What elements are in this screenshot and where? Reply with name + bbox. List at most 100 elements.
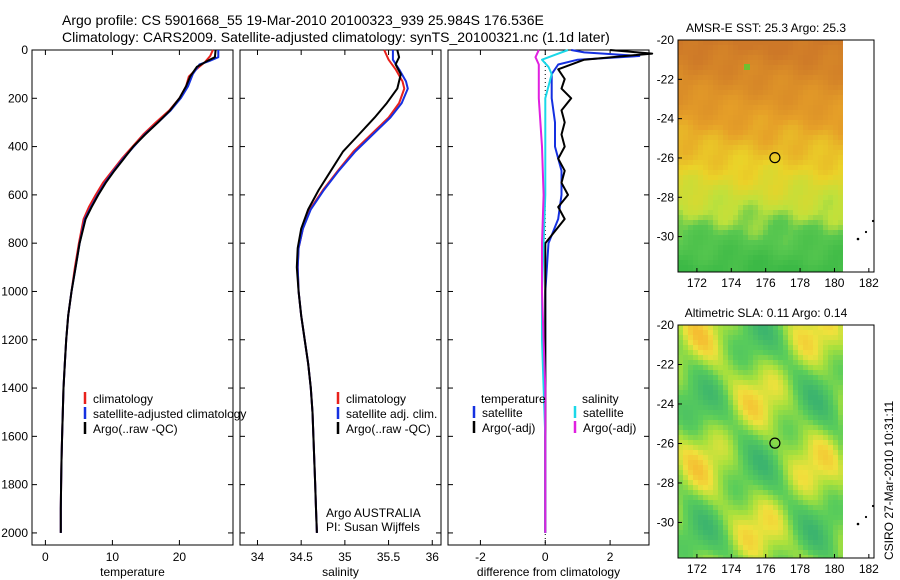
sla-cell: [738, 410, 743, 415]
sla-cell: [763, 500, 768, 505]
sst-cell: [818, 160, 823, 165]
sla-cell: [733, 495, 738, 500]
sst-cell: [808, 130, 813, 135]
sla-cell: [733, 395, 738, 400]
sla-cell: [818, 540, 823, 545]
sla-cell: [823, 550, 828, 555]
sla-cell: [828, 410, 833, 415]
sla-cell: [783, 525, 788, 530]
sla-cell: [753, 545, 758, 550]
sst-cell: [708, 70, 713, 75]
sst-cell: [703, 230, 708, 235]
sla-cell: [738, 430, 743, 435]
sst-cell: [778, 90, 783, 95]
sst-cell: [763, 160, 768, 165]
sla-cell: [728, 415, 733, 420]
sla-cell: [768, 365, 773, 370]
sst-cell: [713, 235, 718, 240]
sst-cell: [693, 110, 698, 115]
sst-cell: [813, 105, 818, 110]
sst-cell: [818, 110, 823, 115]
sst-cell: [758, 255, 763, 260]
sla-cell: [753, 350, 758, 355]
sst-cell: [808, 115, 813, 120]
sla-cell: [758, 340, 763, 345]
sst-cell: [753, 115, 758, 120]
sst-cell: [703, 55, 708, 60]
sla-cell: [818, 470, 823, 475]
sla-cell: [798, 470, 803, 475]
sla-cell: [818, 340, 823, 345]
sla-cell: [748, 535, 753, 540]
sla-cell: [738, 455, 743, 460]
sst-cell: [738, 135, 743, 140]
sla-cell: [833, 425, 838, 430]
salinity-legend-label: climatology: [346, 392, 406, 406]
sla-cell: [713, 335, 718, 340]
sst-cell: [723, 170, 728, 175]
sla-cell: [768, 350, 773, 355]
sla-cell: [813, 490, 818, 495]
sst-cell: [798, 120, 803, 125]
sst-cell: [828, 80, 833, 85]
sla-cell: [788, 415, 793, 420]
sst-cell: [723, 240, 728, 245]
sst-cell: [798, 175, 803, 180]
sst-cell: [783, 45, 788, 50]
sla-cell: [733, 555, 738, 558]
sla-cell: [743, 325, 748, 330]
sst-cell: [743, 155, 748, 160]
sst-cell: [788, 85, 793, 90]
sla-cell: [788, 425, 793, 430]
sst-cell: [838, 160, 843, 165]
sla-cell: [693, 345, 698, 350]
sst-cell: [688, 60, 693, 65]
sst-cell: [758, 150, 763, 155]
sst-cell: [688, 75, 693, 80]
sla-cell: [778, 405, 783, 410]
sst-cell: [723, 250, 728, 255]
sst-cell: [783, 135, 788, 140]
sst-cell: [768, 240, 773, 245]
sla-cell: [733, 450, 738, 455]
sla-cell: [693, 540, 698, 545]
sst-cell: [743, 60, 748, 65]
sla-cell: [818, 440, 823, 445]
sla-cell: [733, 470, 738, 475]
sst-cell: [683, 185, 688, 190]
sst-cell: [708, 205, 713, 210]
sla-cell: [683, 445, 688, 450]
sst-cell: [683, 95, 688, 100]
sla-cell: [713, 380, 718, 385]
sst-cell: [693, 55, 698, 60]
sla-xtick-label: 180: [824, 562, 844, 576]
sla-cell: [763, 325, 768, 330]
sla-cell: [728, 505, 733, 510]
sla-cell: [723, 445, 728, 450]
sla-cell: [808, 455, 813, 460]
sla-cell: [688, 510, 693, 515]
sst-cell: [708, 180, 713, 185]
sst-cell: [773, 130, 778, 135]
sla-cell: [688, 475, 693, 480]
sst-cell: [728, 230, 733, 235]
sla-cell: [823, 370, 828, 375]
sst-cell: [833, 115, 838, 120]
sla-cell: [793, 525, 798, 530]
sst-cell: [778, 110, 783, 115]
sst-cell: [693, 170, 698, 175]
sla-cell: [793, 380, 798, 385]
sst-cell: [678, 145, 683, 150]
sla-cell: [723, 410, 728, 415]
sla-cell: [803, 495, 808, 500]
sst-cell: [708, 190, 713, 195]
sla-cell: [718, 525, 723, 530]
sla-cell: [808, 530, 813, 535]
sla-cell: [773, 325, 778, 330]
sst-cell: [783, 180, 788, 185]
sst-cell: [833, 40, 838, 45]
sst-cell: [698, 180, 703, 185]
sst-cell: [783, 230, 788, 235]
sst-cell: [678, 60, 683, 65]
sla-cell: [718, 415, 723, 420]
